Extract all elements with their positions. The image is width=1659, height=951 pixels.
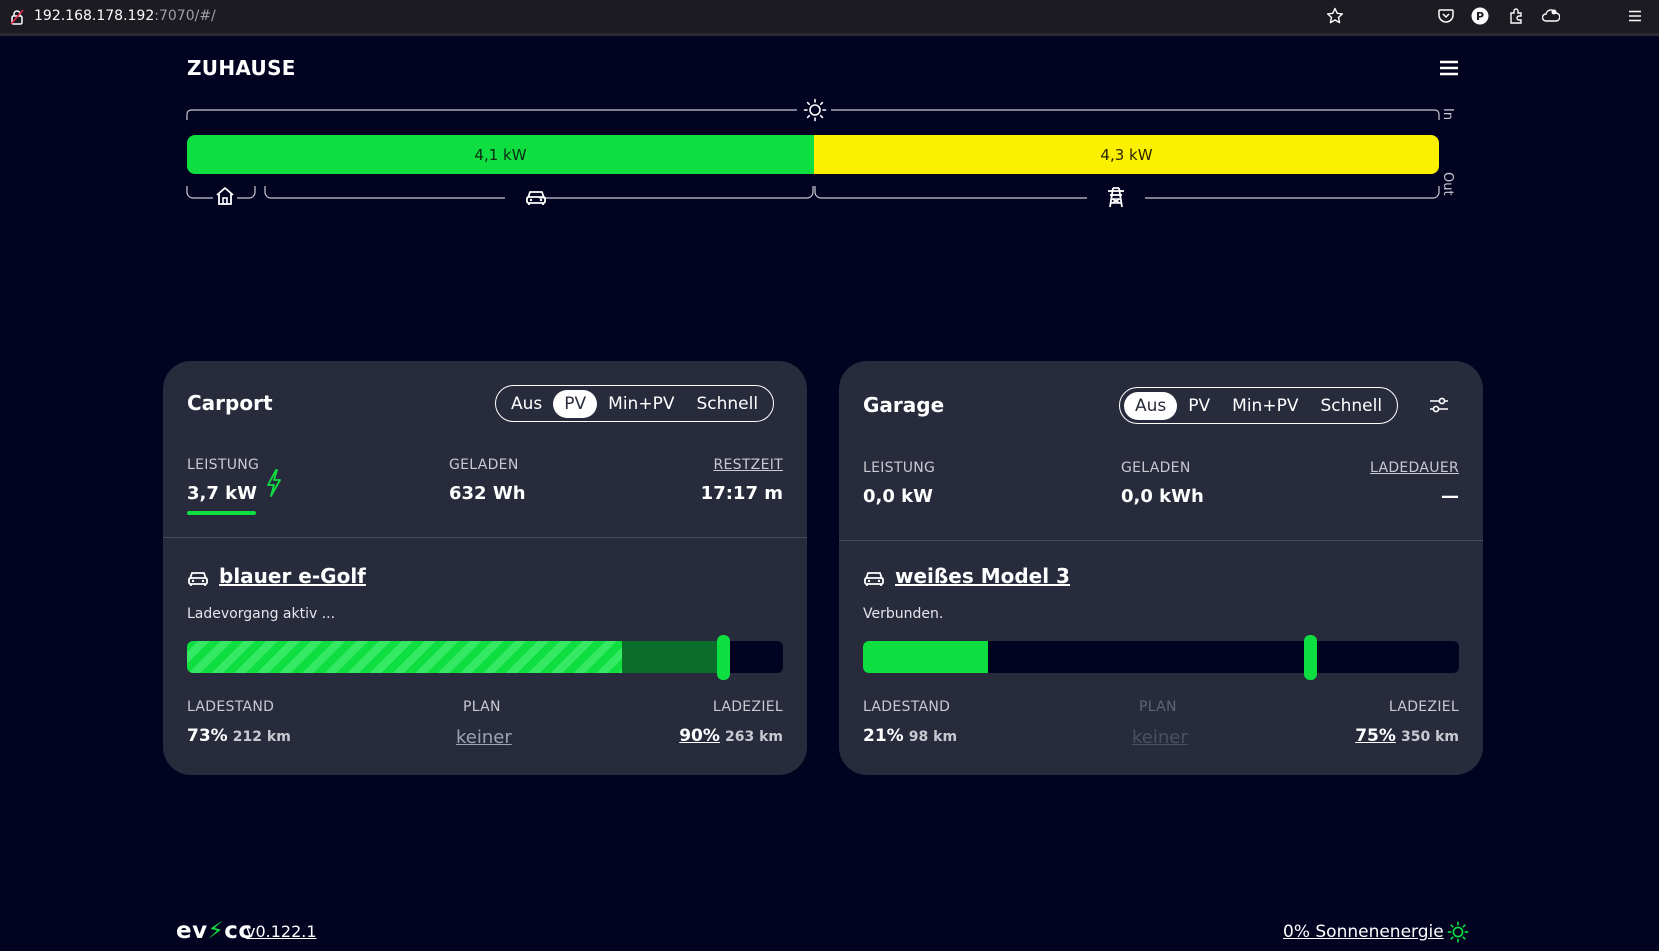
soc-bar[interactable] bbox=[187, 641, 783, 673]
power-value: 3,7 kW bbox=[187, 483, 257, 504]
mode-schnell-button[interactable]: Schnell bbox=[1320, 395, 1383, 416]
url-host: 192.168.178.192 bbox=[34, 8, 155, 24]
charging-bolt-icon bbox=[267, 469, 281, 497]
vehicle-car-icon bbox=[864, 572, 884, 586]
soc-fill bbox=[863, 641, 989, 673]
grid-power-bar: 4,3 kW bbox=[814, 135, 1439, 174]
logo-cc: cc bbox=[224, 918, 253, 944]
charged-value: 0,0 kWh bbox=[1121, 486, 1204, 507]
target-range: 263 km bbox=[725, 729, 783, 745]
soc-value: 21% 98 km bbox=[863, 726, 957, 746]
loadpoint-title: Carport bbox=[187, 391, 273, 415]
card-divider bbox=[163, 537, 807, 538]
plan-link[interactable]: keiner bbox=[456, 727, 512, 748]
target-soc-slider-handle[interactable] bbox=[717, 635, 731, 680]
evcc-logo: ev⚡cc bbox=[176, 918, 253, 944]
mode-pv-button[interactable]: PV bbox=[1188, 395, 1211, 416]
profile-icon[interactable]: P bbox=[1471, 7, 1489, 25]
charged-value: 632 Wh bbox=[449, 483, 526, 504]
loadpoint-card-carport: Carport Aus PV Min+PV Schnell LEISTUNG 3… bbox=[163, 361, 807, 775]
remaining-time-value: 17:17 m bbox=[700, 483, 783, 504]
pocket-icon[interactable] bbox=[1437, 7, 1455, 25]
mode-minpv-button[interactable]: Min+PV bbox=[1232, 395, 1299, 416]
solar-share-link[interactable]: 0% Sonnenenergie bbox=[1283, 922, 1444, 942]
vehicle-car-icon bbox=[188, 572, 208, 586]
target-label: LADEZIEL bbox=[1388, 699, 1459, 715]
mode-selector: Aus PV Min+PV Schnell bbox=[1119, 387, 1399, 424]
charged-label: GELADEN bbox=[449, 457, 519, 473]
energy-flow: In 4,1 kW 4,3 kW Out bbox=[186, 98, 1455, 210]
energy-flow-brackets bbox=[186, 109, 1440, 199]
extensions-icon[interactable] bbox=[1507, 7, 1525, 25]
hamburger-menu-icon[interactable] bbox=[1438, 59, 1460, 77]
plan-label: PLAN bbox=[463, 699, 501, 715]
plan-label: PLAN bbox=[1139, 699, 1177, 715]
lock-icon bbox=[10, 9, 24, 25]
home-icon bbox=[216, 187, 234, 205]
out-label: Out bbox=[1440, 172, 1455, 196]
power-value: 0,0 kW bbox=[863, 486, 933, 507]
soc-fill bbox=[187, 641, 623, 673]
url-text: 192.168.178.192:7070/#/ bbox=[34, 8, 216, 24]
charged-label: GELADEN bbox=[1121, 460, 1191, 476]
power-label: LEISTUNG bbox=[863, 460, 936, 476]
target-percent-link[interactable]: 75% bbox=[1355, 726, 1396, 746]
soc-percent: 73% bbox=[187, 726, 228, 746]
vehicle-name-link[interactable]: weißes Model 3 bbox=[895, 564, 1070, 588]
mode-aus-button[interactable]: Aus bbox=[1124, 391, 1178, 420]
loadpoint-card-garage: Garage Aus PV Min+PV Schnell LEISTUNG 0,… bbox=[839, 361, 1483, 775]
sun-icon bbox=[1447, 921, 1469, 943]
remaining-time-label[interactable]: RESTZEIT bbox=[713, 457, 783, 473]
vehicle-status: Ladevorgang aktiv ... bbox=[187, 606, 336, 622]
svg-text:P: P bbox=[1476, 10, 1484, 23]
target-soc-slider-handle[interactable] bbox=[1304, 635, 1317, 680]
soc-percent: 21% bbox=[863, 726, 904, 746]
target-value: 75% 350 km bbox=[1355, 726, 1459, 746]
target-label: LADEZIEL bbox=[712, 699, 783, 715]
soc-value: 73% 212 km bbox=[187, 726, 291, 746]
target-range: 350 km bbox=[1401, 729, 1459, 745]
grid-power-value: 4,3 kW bbox=[1100, 145, 1153, 164]
vehicle-name-link[interactable]: blauer e-Golf bbox=[219, 564, 366, 588]
soc-label: LADESTAND bbox=[863, 699, 951, 715]
target-value: 90% 263 km bbox=[679, 726, 783, 746]
logo-bolt: ⚡ bbox=[207, 918, 225, 944]
url-bar[interactable]: 192.168.178.192:7070/#/ bbox=[0, 0, 1356, 33]
power-label: LEISTUNG bbox=[187, 457, 260, 473]
logo-ev: ev bbox=[176, 918, 208, 944]
site-title: ZUHAUSE bbox=[187, 56, 296, 80]
target-percent-link[interactable]: 90% bbox=[679, 726, 720, 746]
url-rest: :7070/#/ bbox=[154, 8, 216, 24]
browser-toolbar: 192.168.178.192:7070/#/ P bbox=[0, 0, 1659, 36]
mode-minpv-button[interactable]: Min+PV bbox=[608, 393, 675, 414]
pv-power-bar: 4,1 kW bbox=[187, 135, 814, 174]
car-icon bbox=[526, 191, 546, 205]
soc-range: 98 km bbox=[908, 729, 958, 745]
mode-selector: Aus PV Min+PV Schnell bbox=[495, 385, 775, 422]
charge-duration-label[interactable]: LADEDAUER bbox=[1370, 460, 1459, 476]
soc-range: 212 km bbox=[232, 729, 291, 745]
loadpoint-title: Garage bbox=[863, 393, 945, 417]
soc-label: LADESTAND bbox=[187, 699, 275, 715]
in-label: In bbox=[1440, 108, 1455, 121]
mode-schnell-button[interactable]: Schnell bbox=[696, 393, 759, 414]
vehicle-status: Verbunden. bbox=[863, 606, 944, 622]
plan-link[interactable]: keiner bbox=[1132, 727, 1188, 748]
power-grid-icon bbox=[1108, 187, 1124, 208]
mode-pv-button[interactable]: PV bbox=[553, 389, 598, 418]
browser-extensions: P bbox=[1356, 0, 1659, 33]
browser-menu-icon[interactable] bbox=[1626, 7, 1644, 25]
soc-bar[interactable] bbox=[863, 641, 1459, 673]
power-indicator bbox=[187, 511, 256, 515]
settings-sliders-icon[interactable] bbox=[1427, 393, 1451, 417]
soc-target-range bbox=[622, 641, 724, 673]
version-link[interactable]: v0.122.1 bbox=[246, 922, 317, 941]
mode-aus-button[interactable]: Aus bbox=[511, 393, 543, 414]
card-divider bbox=[839, 540, 1483, 541]
bookmark-star-icon[interactable] bbox=[1326, 7, 1344, 25]
sun-icon bbox=[803, 98, 827, 122]
pv-power-value: 4,1 kW bbox=[474, 145, 527, 164]
cloud-extension-icon[interactable] bbox=[1542, 7, 1560, 25]
charge-duration-value: — bbox=[1441, 486, 1459, 507]
